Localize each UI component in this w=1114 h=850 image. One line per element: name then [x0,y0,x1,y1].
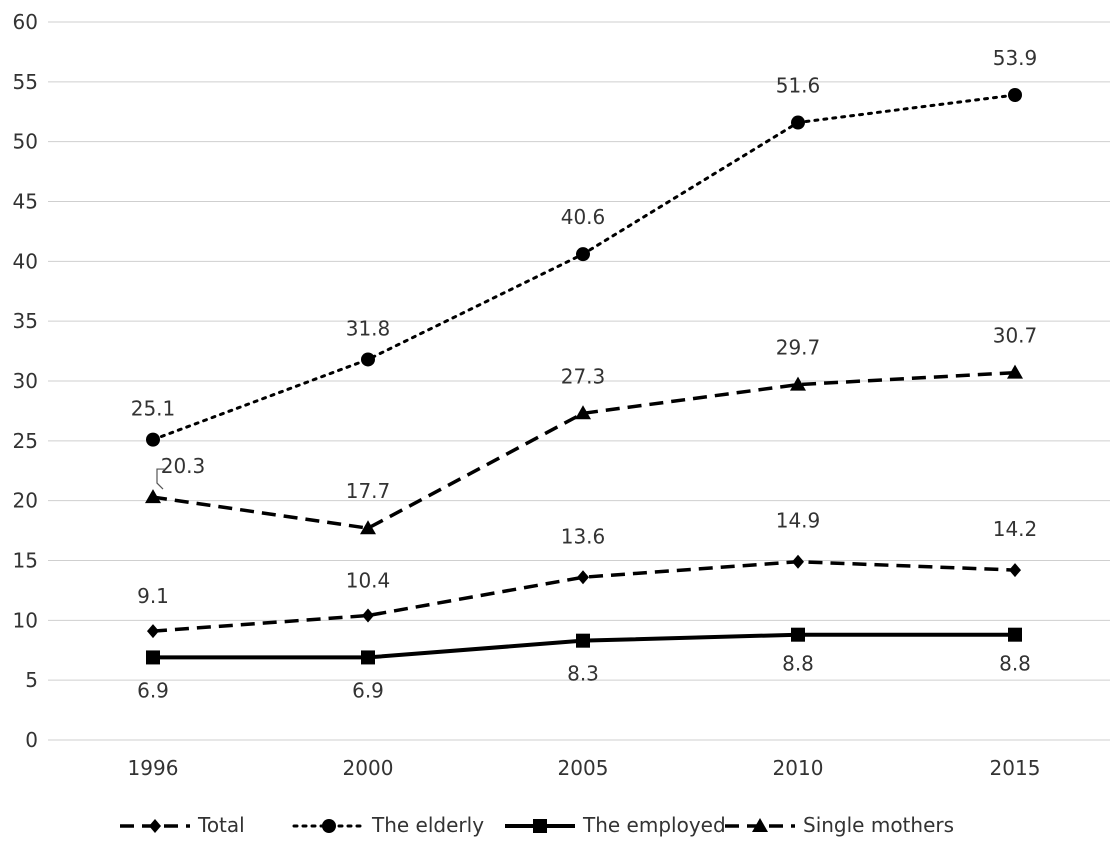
data-point-the-elderly [361,352,375,367]
data-label-the-elderly: 31.8 [346,316,391,340]
data-point-single-mothers [790,376,806,391]
series-layer [145,87,1023,665]
y-tick-label: 30 [13,369,38,393]
data-point-total [577,570,589,585]
x-tick-label: 2015 [990,756,1041,780]
y-tick-label: 50 [13,130,38,154]
data-point-the-elderly [576,247,590,262]
data-label-the-elderly: 25.1 [131,397,176,421]
y-tick-label: 60 [13,10,38,34]
legend-item-the-employed: The employed [505,813,726,837]
data-point-total [362,608,374,623]
data-label-total: 14.2 [993,517,1038,541]
data-point-total [1009,563,1021,578]
legend-label-the-employed: The employed [582,813,726,837]
data-label-the-employed: 8.8 [782,652,814,676]
data-point-the-employed [1008,627,1022,642]
data-point-the-elderly [1008,87,1022,102]
data-point-the-employed [576,633,590,648]
data-point-the-employed [361,650,375,665]
legend-label-single-mothers: Single mothers [803,813,954,837]
y-tick-label: 20 [13,489,38,513]
y-tick-label: 15 [13,549,38,573]
data-label-single-mothers: 27.3 [561,364,606,388]
legend-label-total: Total [197,813,245,837]
data-label-the-employed: 8.8 [999,652,1031,676]
legend: Total The elderly The employed Single mothe… [120,813,954,837]
series-line-total [152,559,1016,633]
data-point-the-elderly [791,115,805,130]
legend-item-the-elderly: The elderly [292,813,484,837]
x-tick-label: 2010 [773,756,824,780]
data-point-single-mothers [360,520,376,535]
data-label-single-mothers: 29.7 [776,336,821,360]
data-label-single-mothers: 17.7 [346,479,391,503]
series-line-single-mothers [152,370,1016,530]
x-tick-label: 2000 [343,756,394,780]
data-label-the-employed: 6.9 [137,678,169,702]
data-label-total: 9.1 [137,584,169,608]
x-tick-label: 2005 [558,756,609,780]
legend-marker-total [149,819,161,833]
data-label-total: 14.9 [776,509,821,533]
data-label-the-employed: 6.9 [352,678,384,702]
y-tick-label: 25 [13,429,38,453]
data-label-total: 10.4 [346,569,391,593]
data-label-total: 13.6 [561,524,606,548]
legend-label-the-elderly: The elderly [371,813,484,837]
x-axis-ticks: 1996 2000 2005 2010 2015 [128,756,1041,780]
label-leader-line [156,468,165,490]
grid-layer [48,21,1110,741]
y-tick-label: 45 [13,190,38,214]
data-label-the-elderly: 51.6 [776,74,821,98]
y-axis-ticks: 0 5 10 15 20 25 30 35 40 45 50 55 60 [13,10,38,752]
data-point-single-mothers [145,489,161,504]
data-label-the-elderly: 40.6 [561,205,606,229]
y-tick-label: 0 [25,728,38,752]
data-point-the-employed [791,627,805,642]
data-point-total [147,624,159,639]
data-labels: 9.1 10.4 13.6 14.9 14.2 25.1 31.8 40.6 51.6 53.9 6… [131,46,1038,702]
data-point-the-elderly [146,432,160,447]
y-tick-label: 35 [13,309,38,333]
y-tick-label: 10 [13,608,38,632]
legend-item-total: Total [120,813,245,837]
data-label-single-mothers: 20.3 [161,454,206,478]
legend-item-single-mothers: Single mothers [725,813,954,837]
data-point-single-mothers [575,405,591,420]
y-tick-label: 40 [13,249,38,273]
y-tick-label: 5 [25,668,38,692]
x-tick-label: 1996 [128,756,179,780]
data-point-total [792,554,804,569]
data-point-single-mothers [1007,364,1023,379]
data-label-the-elderly: 53.9 [993,46,1038,70]
data-label-single-mothers: 30.7 [993,324,1038,348]
legend-marker-single-mothers [752,818,768,832]
legend-marker-the-employed [533,819,547,833]
data-label-the-employed: 8.3 [567,662,599,686]
data-point-the-employed [146,650,160,665]
legend-marker-the-elderly [322,819,336,833]
y-tick-label: 55 [13,70,38,94]
